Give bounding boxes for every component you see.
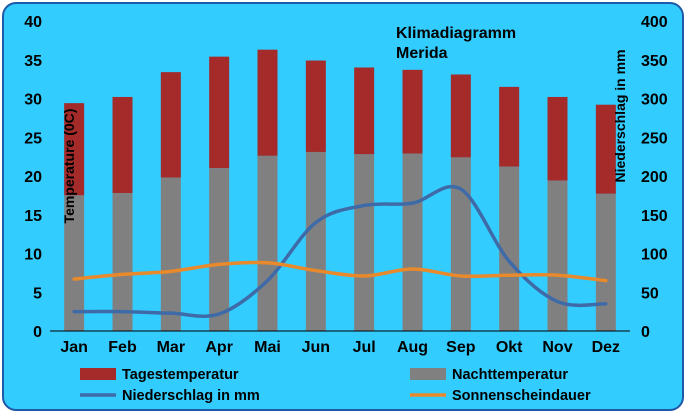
bar-nachttemperatur-jun: [305, 151, 326, 331]
legend-label-sonnenscheindauer: Sonnenscheindauer: [452, 388, 591, 404]
y-tick-right-label: 400: [641, 14, 668, 31]
bar-nachttemperatur-mar: [160, 177, 181, 331]
legend-swatch-tagestemperatur: [80, 368, 116, 380]
legend-swatch-nachttemperatur: [410, 368, 446, 380]
y-tick-left-label: 5: [33, 285, 42, 302]
y-axis-right-label: Niederschlag in mm: [612, 49, 628, 182]
x-tick-label: Jun: [302, 339, 330, 356]
bar-tagestemperatur-jan: [64, 103, 85, 196]
bar-nachttemperatur-nov: [547, 180, 568, 331]
y-tick-right-label: 100: [641, 247, 668, 264]
x-tick-label: Jan: [60, 339, 88, 356]
bar-nachttemperatur-okt: [499, 166, 520, 331]
bars-layer: [64, 49, 616, 331]
bar-nachttemperatur-jul: [354, 154, 375, 331]
y-tick-left-label: 30: [24, 92, 42, 109]
x-tick-label: Feb: [108, 339, 137, 356]
y-tick-left-label: 40: [24, 14, 42, 31]
bar-nachttemperatur-apr: [209, 168, 230, 331]
line-niederschlag-in-mm: [72, 185, 608, 318]
legend-label-tagestemperatur: Tagestemperatur: [122, 367, 239, 383]
x-tick-label: Mai: [254, 339, 281, 356]
bar-nachttemperatur-mai: [257, 155, 278, 331]
bar-tagestemperatur-mai: [257, 49, 278, 156]
y-tick-right-label: 50: [641, 285, 659, 302]
x-tick-label: Dez: [592, 339, 620, 356]
legend-label-niederschlag-in-mm: Niederschlag in mm: [122, 388, 260, 404]
legend-label-nachttemperatur: Nachttemperatur: [452, 367, 568, 383]
y-tick-left-label: 0: [33, 324, 42, 341]
x-tick-label: Mar: [157, 339, 185, 356]
y-tick-left-label: 20: [24, 169, 42, 186]
y-axis-left-label: Temperature (0C): [61, 109, 77, 224]
x-tick-label: Aug: [397, 339, 428, 356]
y-tick-right-label: 0: [641, 324, 650, 341]
y-tick-right-label: 200: [641, 169, 668, 186]
bar-tagestemperatur-aug: [402, 69, 423, 154]
y-tick-right-label: 250: [641, 130, 668, 147]
y-tick-right-label: 150: [641, 208, 668, 225]
y-tick-left-label: 10: [24, 247, 42, 264]
y-tick-left-label: 25: [24, 130, 42, 147]
bar-tagestemperatur-jun: [305, 60, 326, 152]
bar-nachttemperatur-sep: [450, 157, 471, 331]
bar-tagestemperatur-nov: [547, 96, 568, 181]
bar-nachttemperatur-feb: [112, 193, 133, 331]
lines-layer: [72, 185, 608, 318]
y-tick-left-label: 15: [24, 208, 42, 225]
x-tick-label: Apr: [205, 339, 233, 356]
x-tick-label: Jul: [353, 339, 376, 356]
bar-nachttemperatur-aug: [402, 153, 423, 331]
y-tick-right-label: 350: [641, 53, 668, 70]
x-tick-label: Sep: [446, 339, 476, 356]
x-tick-label: Okt: [496, 339, 523, 356]
legend: Tagestemperatur Nachttemperatur Niederschl…: [80, 367, 591, 404]
line-sonnenscheindauer: [72, 260, 608, 283]
bar-tagestemperatur-dez: [595, 104, 616, 194]
x-tick-label: Nov: [542, 339, 572, 356]
y-tick-left-label: 35: [24, 53, 42, 70]
bar-tagestemperatur-sep: [450, 74, 471, 158]
ticks-layer: Jan Feb Mar Apr Mai Jun Jul Aug Sep Okt Nov Dez 0 5 10…: [24, 14, 668, 356]
y-tick-right-label: 300: [641, 92, 668, 109]
bar-tagestemperatur-apr: [209, 56, 230, 169]
bar-tagestemperatur-mar: [160, 72, 181, 178]
chart-title: Klimadiagramm: [396, 25, 516, 42]
bar-tagestemperatur-feb: [112, 96, 133, 194]
bar-nachttemperatur-dez: [595, 193, 616, 331]
bar-tagestemperatur-okt: [499, 86, 520, 167]
bar-tagestemperatur-jul: [354, 67, 375, 155]
bar-nachttemperatur-jan: [64, 195, 85, 331]
chart-subtitle: Merida: [396, 45, 448, 62]
